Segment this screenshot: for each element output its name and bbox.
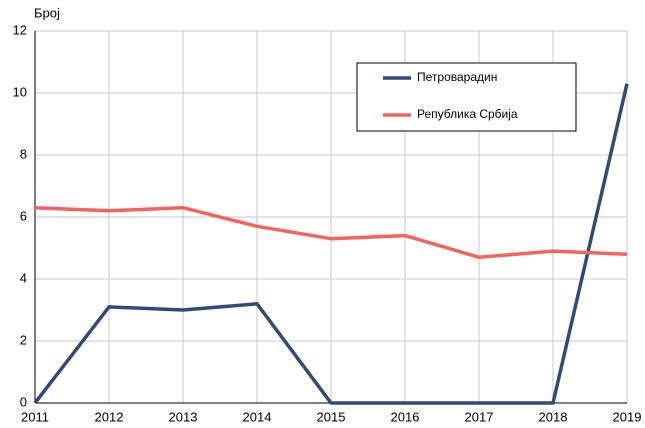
x-tick-label: 2013	[169, 409, 198, 424]
x-tick-label: 2016	[391, 409, 420, 424]
line	[33, 83, 629, 405]
y-tick-label: 12	[13, 22, 27, 37]
y-tick-label: 4	[20, 270, 27, 285]
x-tick-label: 2014	[243, 409, 272, 424]
y-tick-label: 2	[20, 332, 27, 347]
legend-label: Република Србија	[417, 107, 518, 121]
y-tick-label: 6	[20, 208, 27, 223]
x-tick-label: 2017	[465, 409, 494, 424]
x-tick-label: 2018	[539, 409, 568, 424]
x-tick-label: 2012	[95, 409, 124, 424]
y-axis-label: Број	[34, 5, 60, 20]
legend-label: Петроварадин	[417, 70, 497, 84]
line	[34, 205, 628, 260]
x-tick-label: 2011	[21, 409, 49, 424]
x-tick-label: 2019	[613, 409, 642, 424]
legend-box	[356, 62, 577, 132]
x-tick-label: 2015	[317, 409, 346, 424]
y-tick-label: 8	[20, 146, 27, 161]
y-tick-label: 0	[20, 394, 27, 409]
y-tick-label: 10	[13, 84, 27, 99]
